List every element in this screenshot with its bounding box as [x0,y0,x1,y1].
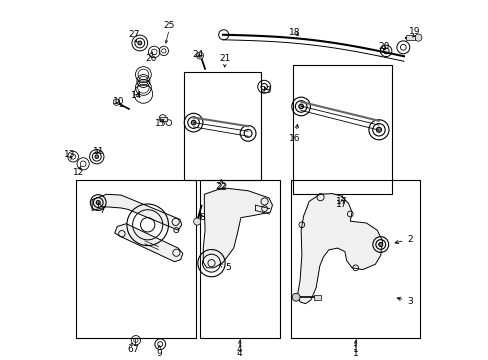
Bar [290,180,419,338]
Bar [159,117,166,121]
Text: 22: 22 [215,182,226,191]
Text: 25: 25 [163,21,175,30]
Text: 17: 17 [336,200,347,209]
Text: 13: 13 [63,150,75,159]
Text: 3: 3 [396,297,412,306]
Text: 7: 7 [98,203,104,215]
Text: 14: 14 [131,91,142,100]
Circle shape [196,52,203,59]
Circle shape [95,155,99,158]
Text: 1: 1 [352,345,358,354]
Circle shape [193,218,201,225]
Circle shape [96,201,100,204]
Text: 8: 8 [199,213,204,222]
Text: 22: 22 [216,183,227,192]
Circle shape [414,34,421,41]
Text: 1: 1 [352,349,358,358]
Circle shape [376,127,381,132]
Text: 24: 24 [192,50,203,59]
Circle shape [191,120,196,125]
Circle shape [378,243,382,247]
Text: 9: 9 [156,349,162,358]
Text: 12: 12 [73,168,84,177]
Text: 18: 18 [288,28,300,37]
Text: 27: 27 [128,30,140,39]
Bar [292,65,391,194]
Text: 4: 4 [237,345,242,354]
Bar [199,180,280,338]
Bar [183,72,260,180]
Text: 21: 21 [219,54,230,63]
Circle shape [113,99,120,105]
Text: 4: 4 [237,349,242,358]
Circle shape [138,41,142,45]
Text: 16: 16 [288,125,300,143]
Text: 17: 17 [336,197,347,206]
Bar [313,295,321,300]
Bar [76,180,196,338]
Polygon shape [115,224,183,262]
Text: 2: 2 [394,235,412,244]
Text: 10: 10 [112,97,124,106]
Text: 5: 5 [219,263,231,272]
Text: 26: 26 [145,54,157,63]
Polygon shape [92,194,182,230]
Circle shape [292,293,300,301]
Polygon shape [297,194,382,304]
Polygon shape [203,188,272,268]
Text: 15: 15 [155,119,166,128]
Bar [405,35,414,40]
Text: 19: 19 [408,27,420,36]
Circle shape [298,104,303,109]
Text: 7: 7 [132,345,138,354]
Text: 11: 11 [93,147,104,156]
Text: 23: 23 [260,86,271,95]
Text: 20: 20 [377,42,388,51]
Text: 6: 6 [127,345,133,354]
